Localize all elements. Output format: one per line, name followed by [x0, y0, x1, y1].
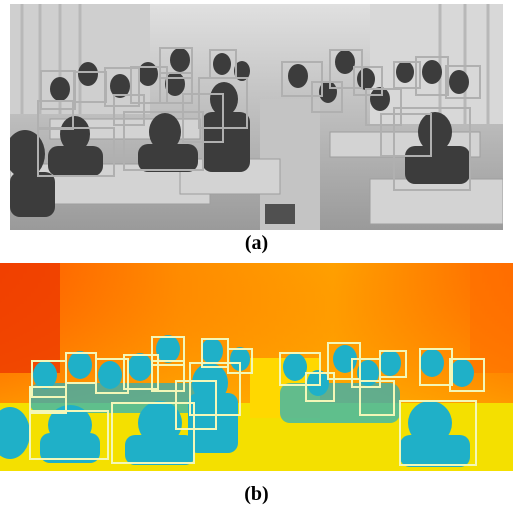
grayscale-classroom-image [10, 4, 503, 230]
face-bounding-boxes [37, 47, 481, 191]
caption-a: (a) [244, 232, 269, 254]
thermal-classroom-image [0, 263, 513, 471]
projector [265, 204, 295, 224]
face-bounding-boxes [29, 336, 485, 466]
photo-panel-b [0, 263, 513, 471]
caption-b: (b) [244, 483, 269, 505]
photo-panel-a [10, 4, 503, 230]
